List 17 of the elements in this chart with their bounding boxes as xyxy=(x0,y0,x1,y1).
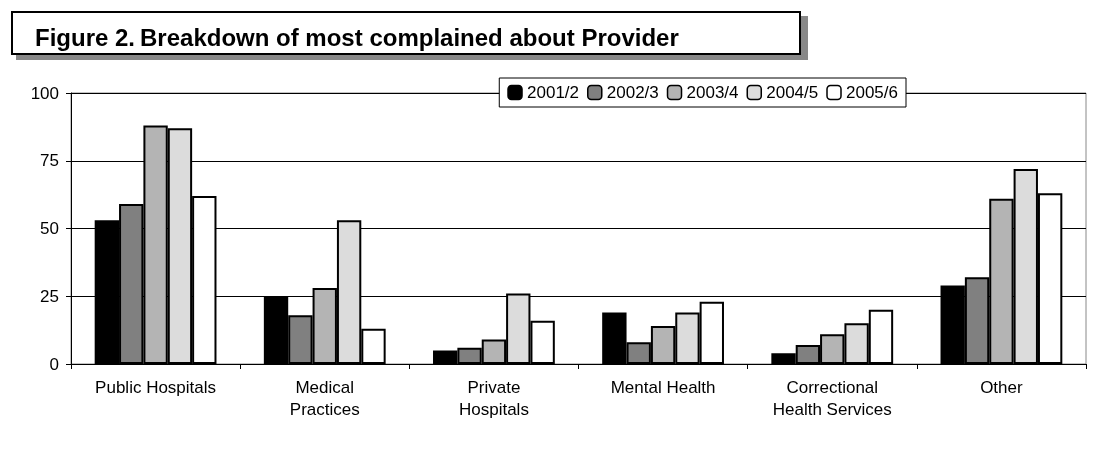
y-tick-label: 75 xyxy=(40,151,59,171)
x-tick-label: Private Hospitals xyxy=(458,377,529,419)
legend-label: 2003/4 xyxy=(686,83,739,102)
y-tick-label: 25 xyxy=(40,286,59,306)
x-tick-label: Correctional Health Services xyxy=(772,377,892,419)
legend-label: 2002/3 xyxy=(606,83,659,102)
legend-label: 2004/5 xyxy=(766,83,819,102)
y-tick-label: 0 xyxy=(49,354,59,374)
chart-title: Figure 2. Breakdown of most complained about Provider xyxy=(35,23,679,51)
x-tick-label: Mental Health xyxy=(610,377,716,397)
y-tick-label: 100 xyxy=(30,83,59,103)
x-tick-label: Other xyxy=(980,377,1024,397)
legend-label: 2005/6 xyxy=(846,83,898,102)
x-tick-label: Medical Practices xyxy=(289,377,360,419)
x-tick-label: Public Hospitals xyxy=(95,377,217,397)
legend-label: 2001/2 xyxy=(527,83,580,102)
y-tick-label: 50 xyxy=(40,219,59,238)
